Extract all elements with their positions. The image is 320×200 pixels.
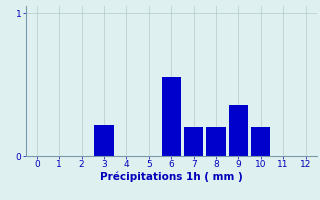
Bar: [206, 127, 226, 156]
Bar: [94, 125, 114, 156]
X-axis label: Précipitations 1h ( mm ): Précipitations 1h ( mm ): [100, 172, 243, 182]
Bar: [251, 127, 270, 156]
Bar: [229, 105, 248, 156]
Bar: [184, 127, 203, 156]
Bar: [162, 77, 181, 156]
